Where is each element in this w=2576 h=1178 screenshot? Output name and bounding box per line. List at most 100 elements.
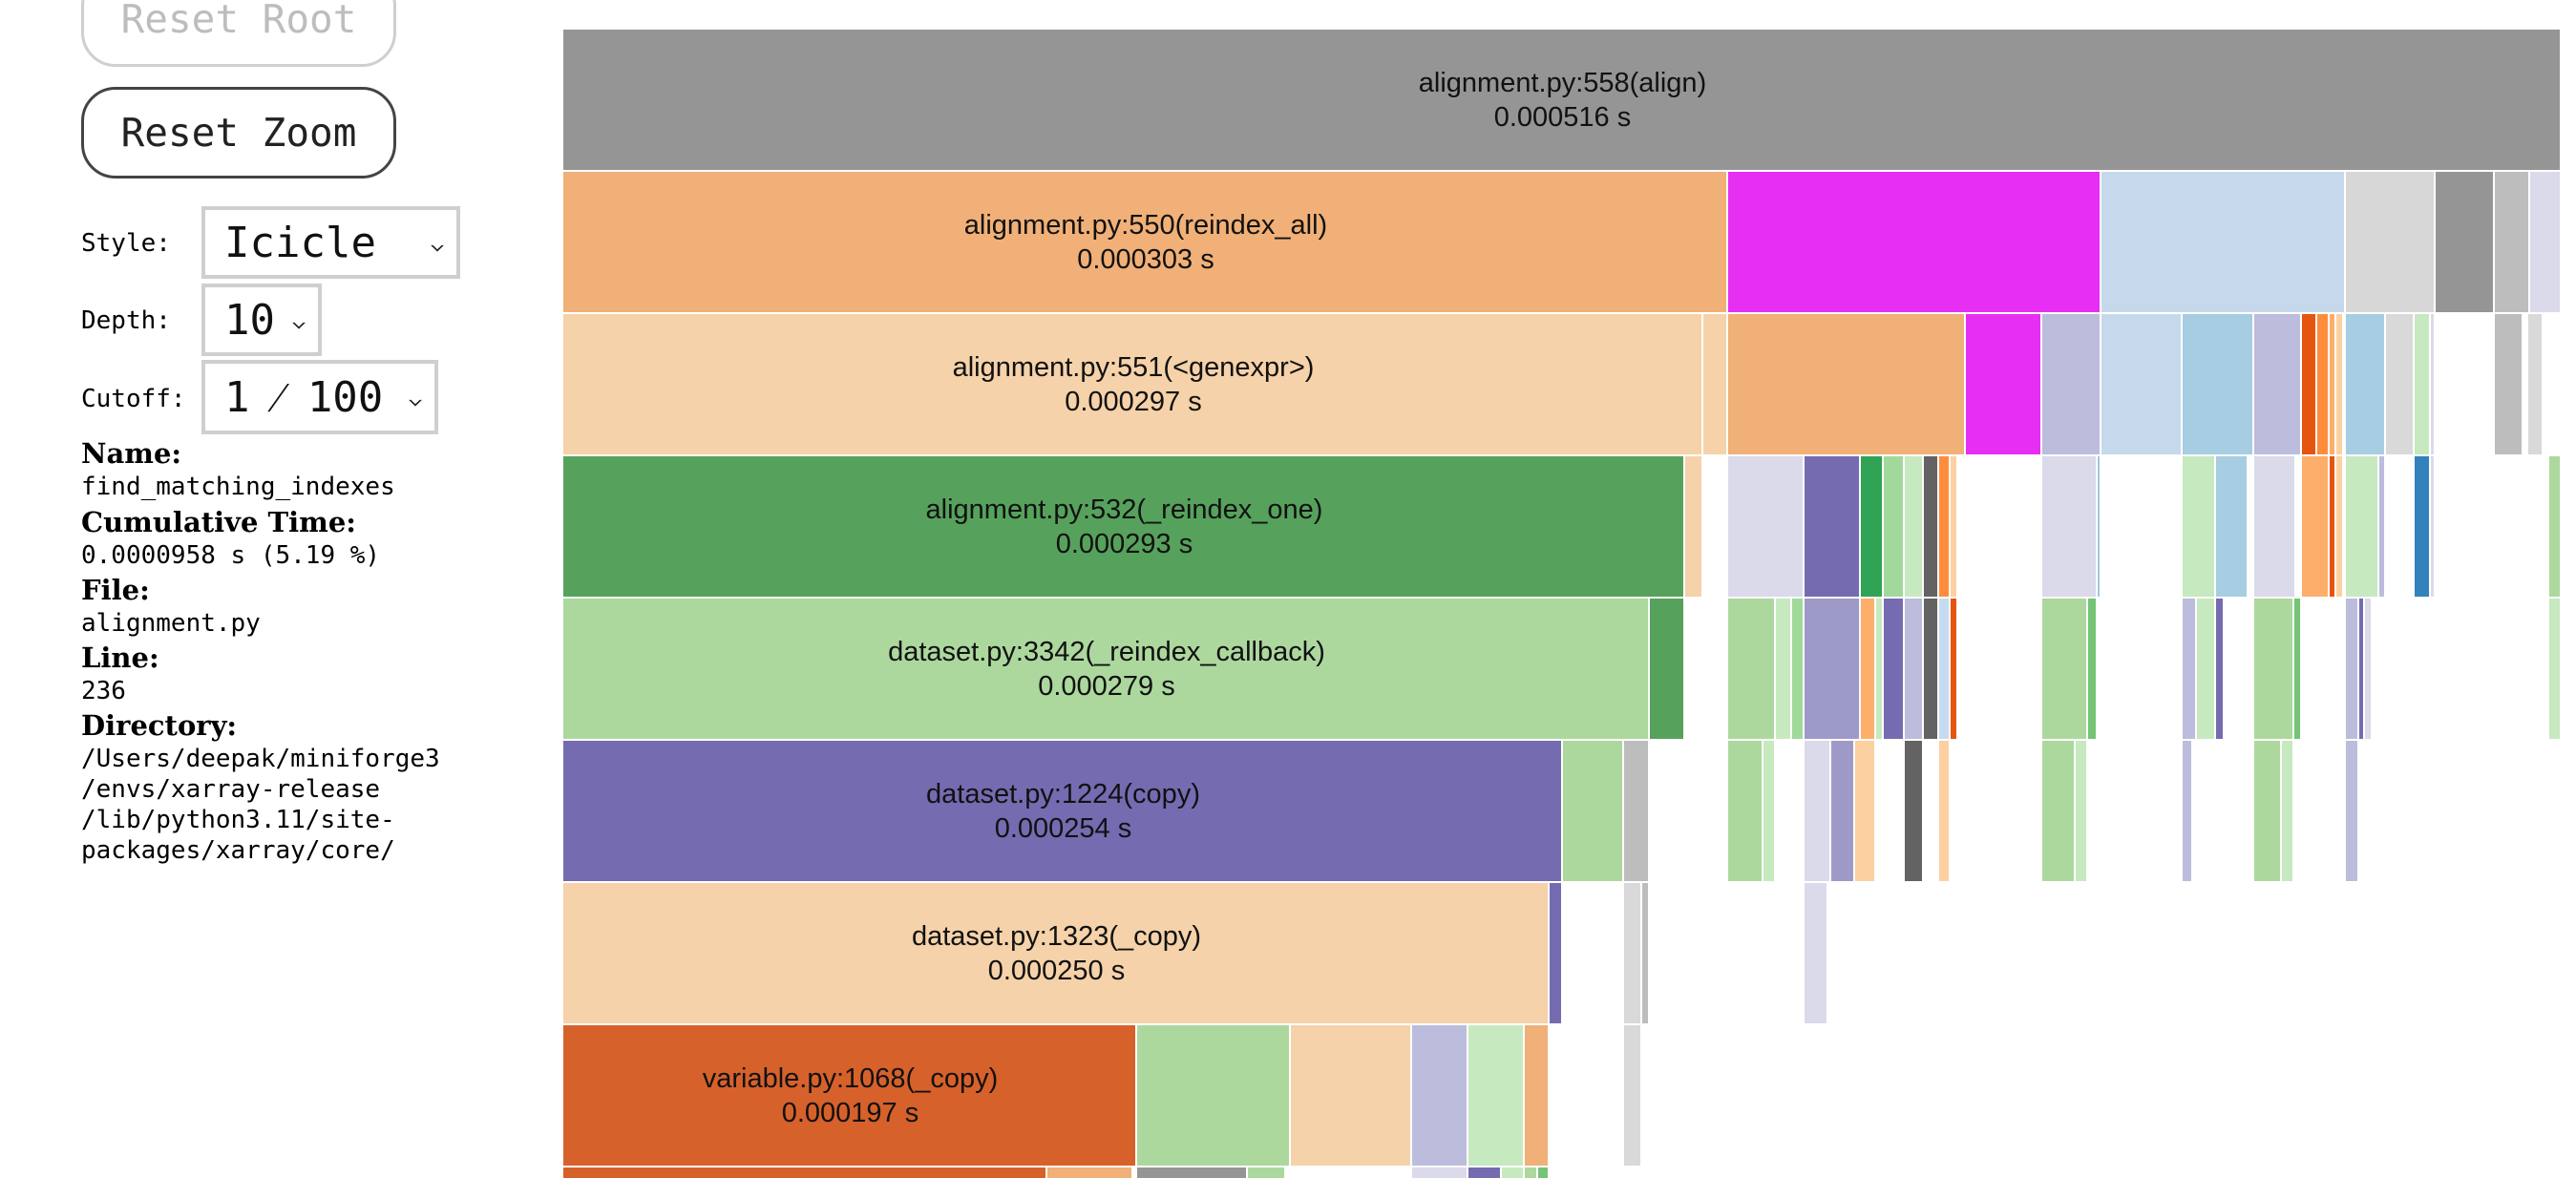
frame-block[interactable]: [1805, 741, 1829, 881]
frame-block[interactable]: [2042, 456, 2096, 597]
frame-block[interactable]: [563, 30, 2560, 170]
frame-block[interactable]: [1624, 1025, 1640, 1166]
frame-block[interactable]: [2431, 314, 2434, 454]
frame-block[interactable]: [2254, 314, 2300, 454]
frame-block[interactable]: [1939, 599, 1949, 739]
frame-block[interactable]: [1703, 314, 1726, 454]
frame-block[interactable]: [2330, 456, 2334, 597]
frame-block[interactable]: [1550, 883, 1561, 1023]
frame-block[interactable]: [2101, 172, 2344, 312]
frame-block[interactable]: [1412, 1167, 1467, 1178]
frame-block[interactable]: [1792, 599, 1803, 739]
frame-block[interactable]: [563, 883, 1548, 1023]
frame-block[interactable]: [2336, 314, 2342, 454]
frame-block[interactable]: [2254, 741, 2280, 881]
frame-block[interactable]: [2042, 314, 2100, 454]
frame-block[interactable]: [1728, 599, 1774, 739]
frame-block[interactable]: [563, 172, 1726, 312]
frame-block[interactable]: [1502, 1167, 1523, 1178]
frame-block[interactable]: [2042, 741, 2074, 881]
frame-block[interactable]: [1525, 1167, 1536, 1178]
frame-block[interactable]: [2495, 314, 2522, 454]
frame-block[interactable]: [1563, 741, 1622, 881]
frame-block[interactable]: [2415, 456, 2429, 597]
frame-block[interactable]: [2346, 741, 2357, 881]
reset-root-button[interactable]: Reset Root: [81, 0, 396, 67]
frame-block[interactable]: [1884, 599, 1903, 739]
frame-block[interactable]: [1905, 456, 1922, 597]
frame-block[interactable]: [2294, 599, 2300, 739]
frame-block[interactable]: [2330, 314, 2334, 454]
frame-block[interactable]: [1805, 456, 1859, 597]
reset-zoom-button[interactable]: Reset Zoom: [81, 87, 396, 179]
frame-block[interactable]: [563, 741, 1561, 881]
frame-block[interactable]: [2386, 314, 2413, 454]
frame-block[interactable]: [2549, 456, 2560, 597]
frame-block[interactable]: [2254, 456, 2294, 597]
frame-block[interactable]: [2431, 456, 2434, 597]
frame-block[interactable]: [2183, 741, 2191, 881]
frame-block[interactable]: [1861, 456, 1882, 597]
frame-block[interactable]: [1624, 883, 1640, 1023]
frame-block[interactable]: [2549, 599, 2560, 739]
frame-block[interactable]: [1924, 599, 1937, 739]
frame-block[interactable]: [2415, 314, 2429, 454]
frame-block[interactable]: [1924, 456, 1937, 597]
frame-block[interactable]: [1728, 172, 2100, 312]
frame-block[interactable]: [2042, 599, 2086, 739]
frame-block[interactable]: [2183, 599, 2195, 739]
frame-block[interactable]: [1905, 741, 1922, 881]
cutoff-select[interactable]: 1 ⁄ 100 ⌄: [201, 360, 438, 434]
frame-block[interactable]: [1939, 456, 1949, 597]
frame-block[interactable]: [2101, 314, 2181, 454]
frame-block[interactable]: [2359, 599, 2363, 739]
frame-block[interactable]: [1951, 599, 1956, 739]
frame-block[interactable]: [2076, 741, 2086, 881]
frame-block[interactable]: [2183, 314, 2252, 454]
frame-block[interactable]: [1538, 1167, 1548, 1178]
frame-block[interactable]: [1728, 741, 1762, 881]
frame-block[interactable]: [1951, 456, 1956, 597]
frame-block[interactable]: [1905, 599, 1922, 739]
frame-block[interactable]: [2336, 456, 2342, 597]
frame-block[interactable]: [1776, 599, 1790, 739]
frame-block[interactable]: [2379, 456, 2384, 597]
frame-block[interactable]: [563, 314, 1701, 454]
frame-block[interactable]: [1642, 883, 1648, 1023]
frame-block[interactable]: [2436, 172, 2493, 312]
frame-block[interactable]: [2282, 741, 2292, 881]
frame-block[interactable]: [2495, 172, 2528, 312]
frame-block[interactable]: [2346, 314, 2384, 454]
frame-block[interactable]: [1884, 456, 1903, 597]
frame-block[interactable]: [1855, 741, 1874, 881]
frame-block[interactable]: [2302, 314, 2315, 454]
frame-block[interactable]: [1468, 1025, 1523, 1166]
frame-block[interactable]: [1468, 1167, 1500, 1178]
frame-block[interactable]: [2528, 314, 2542, 454]
frame-block[interactable]: [1525, 1025, 1548, 1166]
frame-block[interactable]: [2346, 599, 2357, 739]
frame-block[interactable]: [563, 456, 1683, 597]
depth-select[interactable]: 10 ⌄: [201, 284, 322, 356]
frame-block[interactable]: [1624, 741, 1648, 881]
frame-block[interactable]: [1137, 1167, 1246, 1178]
frame-block[interactable]: [1831, 741, 1853, 881]
frame-block[interactable]: [563, 1167, 1045, 1178]
frame-block[interactable]: [2098, 456, 2100, 597]
frame-block[interactable]: [1966, 314, 2040, 454]
frame-block[interactable]: [2317, 314, 2328, 454]
frame-block[interactable]: [1412, 1025, 1467, 1166]
frame-block[interactable]: [1861, 599, 1874, 739]
frame-block[interactable]: [2088, 599, 2096, 739]
frame-block[interactable]: [1805, 883, 1826, 1023]
frame-block[interactable]: [1728, 314, 1964, 454]
frame-block[interactable]: [1291, 1025, 1410, 1166]
frame-block[interactable]: [2530, 172, 2560, 312]
frame-block[interactable]: [2254, 599, 2292, 739]
frame-block[interactable]: [1728, 456, 1803, 597]
frame-block[interactable]: [563, 1025, 1135, 1166]
frame-block[interactable]: [2197, 599, 2214, 739]
frame-block[interactable]: [2216, 599, 2223, 739]
frame-block[interactable]: [1248, 1167, 1284, 1178]
